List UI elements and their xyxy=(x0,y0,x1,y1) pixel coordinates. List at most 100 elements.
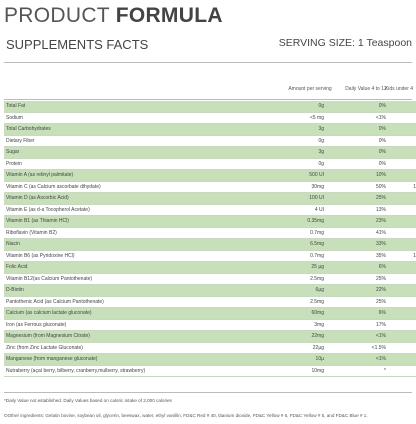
serving-value: 1 Teaspoon xyxy=(357,37,412,49)
amount-per-serving: 4 UI xyxy=(246,204,326,216)
table-row: Dietary Fiber 0g 0% xyxy=(4,135,416,147)
nutrient-name: Total Carbohydrates xyxy=(4,123,246,136)
amount-per-serving: 22µg xyxy=(246,342,326,354)
kids-value: * xyxy=(388,353,416,366)
column-header-daily-value: Daily Value 4 to 12 xyxy=(345,86,387,92)
amount-per-serving: 30mg xyxy=(246,181,326,193)
nutrient-name: Sugar xyxy=(4,146,246,159)
daily-value: 6% xyxy=(326,307,388,320)
column-header-amount: Amount per serving xyxy=(288,86,332,92)
daily-value: 0% xyxy=(326,101,388,113)
amount-per-serving: 0.7mg xyxy=(246,250,326,262)
daily-value: 50% xyxy=(326,181,388,193)
column-header-kids: Kids under 4 xyxy=(384,86,414,92)
kids-value: 8% xyxy=(388,307,416,320)
kids-value xyxy=(388,158,416,170)
amount-per-serving: 10µ xyxy=(246,353,326,366)
kids-value xyxy=(388,135,416,147)
kids-value: 50% xyxy=(388,215,416,228)
amount-per-serving: 500 UI xyxy=(246,169,326,182)
other-ingredients: OOther ingredients: Gelatin bovine, soyb… xyxy=(4,413,368,418)
kids-value: 30% xyxy=(388,319,416,331)
title-light: PRODUCT xyxy=(4,4,110,27)
nutrient-name: Manganese (from manganese gluconate) xyxy=(4,353,246,366)
amount-per-serving: 25 µg xyxy=(246,261,326,274)
daily-value: 41% xyxy=(326,227,388,239)
amount-per-serving: 22mg xyxy=(246,330,326,343)
kids-value: 72% xyxy=(388,238,416,251)
nutrient-name: Vitamin D (as Ascorbic Acid) xyxy=(4,192,246,205)
nutrient-name: Total Fat xyxy=(4,101,246,113)
daily-value: 22% xyxy=(326,284,388,297)
amount-per-serving: 0.7mg xyxy=(246,227,326,239)
nutrient-name: Dietary Fiber xyxy=(4,135,246,147)
daily-value: 0% xyxy=(326,146,388,159)
kids-value: 88% xyxy=(388,227,416,239)
table-row: Vitamin A (as retinyl palmitate) 500 UI 10… xyxy=(4,169,416,182)
nutrient-name: Niacin xyxy=(4,238,246,251)
nutrient-name: Sodium xyxy=(4,112,246,124)
amount-per-serving: 6.5mg xyxy=(246,238,326,251)
serving-size: SERVING SIZE: 1 Teaspoon xyxy=(279,37,412,49)
amount-per-serving: 0g xyxy=(246,101,326,113)
kids-value: 100% xyxy=(388,181,416,193)
kids-value xyxy=(388,123,416,136)
kids-value: 50% xyxy=(388,296,416,308)
kids-value: 100% xyxy=(388,250,416,262)
daily-value: 6% xyxy=(326,261,388,274)
daily-value: <1% xyxy=(326,330,388,343)
nutrient-name: Calcium (as calcium lactate gluconate) xyxy=(4,307,246,320)
nutrient-name: Folic Acid xyxy=(4,261,246,274)
kids-value: <3% xyxy=(388,342,416,354)
nutrient-name: D-Biotin xyxy=(4,284,246,297)
amount-per-serving: 0.35mg xyxy=(246,215,326,228)
kids-value: * xyxy=(388,365,416,377)
kids-value: 40% xyxy=(388,204,416,216)
table-row: Vitamin E (as d-a Tocopherol Acetate) 4 U… xyxy=(4,204,416,216)
supplement-facts-table: Total Fat 0g 0% Sodium <5 mg <1% Total Carbohy… xyxy=(4,101,416,377)
amount-per-serving: 100 UI xyxy=(246,192,326,205)
kids-value xyxy=(388,112,416,124)
amount-per-serving: 10mg xyxy=(246,365,326,377)
nutrient-name: Pantothenic Acid (as Calcium Pantothenat… xyxy=(4,296,246,308)
amount-per-serving: 3mg xyxy=(246,319,326,331)
daily-value: <1.5% xyxy=(326,342,388,354)
daily-value: 25% xyxy=(326,273,388,285)
nutrient-name: Vitamin B6 (as Pyridoxine HCl) xyxy=(4,250,246,262)
section-subtitle: SUPPLEMENTS FACTS xyxy=(6,37,149,52)
daily-value: <1% xyxy=(326,112,388,124)
table-row: Manganese (from manganese gluconate) 10µ <… xyxy=(4,353,416,366)
title-bold: FORMULA xyxy=(115,4,223,27)
amount-per-serving: 2.5mg xyxy=(246,296,326,308)
nutrient-name: Magnesium (from Magnesium Citrate) xyxy=(4,330,246,343)
daily-value: 0% xyxy=(326,123,388,136)
kids-value xyxy=(388,101,416,113)
daily-value: * xyxy=(326,365,388,377)
amount-per-serving: 3g xyxy=(246,146,326,159)
nutrient-name: Vitamin B12(as Calcium Pantothenate) xyxy=(4,273,246,285)
daily-value: 10% xyxy=(326,169,388,182)
table-row: Sugar 3g 0% xyxy=(4,146,416,159)
kids-value xyxy=(388,146,416,159)
daily-value: 35% xyxy=(326,250,388,262)
nutrient-name: Riboflavin (Vitamin B2) xyxy=(4,227,246,239)
kids-value: 50% xyxy=(388,273,416,285)
nutrient-name: Iron (as Ferrous gluconate) xyxy=(4,319,246,331)
table-row: Pantothenic Acid (as Calcium Pantothenat… xyxy=(4,296,416,308)
header-divider xyxy=(4,99,412,100)
nutrient-name: Zinc (from Zinc Lactate Gluconate) xyxy=(4,342,246,354)
daily-value: 25% xyxy=(326,192,388,205)
amount-per-serving: 60mg xyxy=(246,307,326,320)
nutrient-name: Vitamin E (as d-a Tocopherol Acetate) xyxy=(4,204,246,216)
table-row: Magnesium (from Magnesium Citrate) 22mg <1… xyxy=(4,330,416,343)
daily-value: 23% xyxy=(326,215,388,228)
amount-per-serving: 0g xyxy=(246,135,326,147)
amount-per-serving: 2.5mg xyxy=(246,273,326,285)
nutrient-name: Vitamin A (as retinyl palmitate) xyxy=(4,169,246,182)
table-row: Vitamin B12(as Calcium Pantothenate) 2.5m… xyxy=(4,273,416,285)
footer-divider xyxy=(4,392,412,393)
nutrient-name: Protein xyxy=(4,158,246,170)
